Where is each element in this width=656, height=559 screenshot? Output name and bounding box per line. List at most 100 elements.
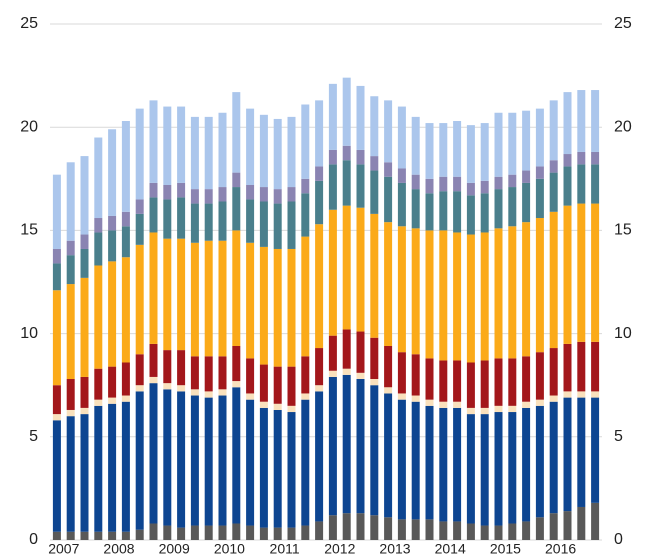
bar-segment bbox=[384, 393, 393, 518]
bar-segment bbox=[163, 383, 172, 390]
bar-segment bbox=[287, 527, 296, 540]
bar-segment bbox=[149, 182, 158, 198]
bar-segment bbox=[94, 218, 103, 233]
bar-segment bbox=[149, 383, 158, 524]
bar-segment bbox=[453, 232, 462, 361]
bar-segment bbox=[397, 519, 406, 540]
x-tick-label: 2012 bbox=[324, 541, 355, 557]
bar-segment bbox=[453, 407, 462, 522]
bar-segment bbox=[342, 513, 351, 540]
bar-segment bbox=[80, 248, 89, 278]
bar-segment bbox=[397, 352, 406, 394]
bar-segment bbox=[94, 137, 103, 219]
bar-segment bbox=[522, 170, 531, 183]
bar-segment bbox=[232, 92, 241, 173]
bar-segment bbox=[535, 399, 544, 406]
bar-segment bbox=[246, 242, 255, 359]
bar-segment bbox=[577, 203, 586, 342]
y-tick-label: 5 bbox=[29, 428, 38, 445]
bar-segment bbox=[535, 517, 544, 540]
bar-segment bbox=[190, 395, 199, 526]
y-tick-label: 20 bbox=[20, 118, 38, 135]
bar-segment bbox=[508, 187, 517, 227]
bar-segment bbox=[466, 523, 475, 540]
bar-segment bbox=[94, 399, 103, 406]
bar-segment bbox=[135, 354, 144, 386]
bar-segment bbox=[149, 197, 158, 233]
bar-segment bbox=[149, 376, 158, 384]
x-tick-label: 2016 bbox=[545, 541, 576, 557]
bar-segment bbox=[425, 123, 434, 179]
bar-segment bbox=[384, 162, 393, 177]
bar-segment bbox=[259, 187, 268, 202]
bar-segment bbox=[177, 350, 186, 386]
bar-segment bbox=[591, 151, 600, 165]
bar-segment bbox=[66, 409, 75, 417]
bar-segment bbox=[397, 226, 406, 353]
bar-segment bbox=[577, 90, 586, 152]
bar-segment bbox=[163, 184, 172, 200]
bar-segment bbox=[149, 100, 158, 183]
bar-segment bbox=[315, 180, 324, 225]
bar-segment bbox=[232, 345, 241, 382]
bar-segment bbox=[370, 96, 379, 157]
bar-segment bbox=[121, 395, 130, 402]
bar-segment bbox=[121, 257, 130, 363]
bar-segment bbox=[494, 525, 503, 540]
bar-segment bbox=[535, 178, 544, 219]
bar-segment bbox=[535, 352, 544, 400]
bar-segment bbox=[577, 151, 586, 165]
bar-segment bbox=[80, 156, 89, 235]
bar-segment bbox=[232, 523, 241, 540]
bar-segment bbox=[439, 191, 448, 231]
y-tick-label: 25 bbox=[20, 15, 38, 32]
bar-segment bbox=[549, 513, 558, 540]
bar-segment bbox=[259, 246, 268, 365]
bar-segment bbox=[315, 385, 324, 392]
bar-segment bbox=[508, 523, 517, 540]
bar-segment bbox=[232, 230, 241, 346]
bar-segment bbox=[522, 521, 531, 540]
bar-segment bbox=[535, 405, 544, 518]
bar-segment bbox=[108, 129, 117, 216]
bar-segment bbox=[508, 174, 517, 188]
bar-segment bbox=[466, 414, 475, 524]
bar-segment bbox=[94, 232, 103, 266]
bar-segment bbox=[453, 521, 462, 540]
bar-segment bbox=[577, 341, 586, 392]
bar-segment bbox=[563, 205, 572, 344]
bar-segment bbox=[66, 240, 75, 256]
bar-segment bbox=[384, 100, 393, 163]
bar-segment bbox=[246, 525, 255, 540]
bar-segment bbox=[411, 395, 420, 402]
bar-segment bbox=[232, 187, 241, 231]
bar-segment bbox=[246, 199, 255, 243]
bar-segment bbox=[480, 414, 489, 526]
bar-segment bbox=[397, 168, 406, 183]
bar-segment bbox=[259, 201, 268, 247]
bar-segment bbox=[522, 110, 531, 171]
bar-segment bbox=[94, 531, 103, 540]
bar-segment bbox=[301, 193, 310, 237]
bar-segment bbox=[315, 391, 324, 522]
bar-segment bbox=[563, 154, 572, 167]
bar-segment bbox=[218, 525, 227, 540]
bar-segment bbox=[301, 178, 310, 194]
bar-segment bbox=[301, 393, 310, 400]
bar-segment bbox=[384, 387, 393, 394]
bar-segment bbox=[273, 203, 282, 249]
bar-segment bbox=[204, 203, 213, 241]
bar-segment bbox=[508, 226, 517, 359]
x-tick-label: 2007 bbox=[48, 541, 79, 557]
bar-segment bbox=[549, 211, 558, 349]
bar-segment bbox=[342, 77, 351, 146]
bar-segment bbox=[328, 164, 337, 210]
bar-segment bbox=[356, 164, 365, 208]
bar-segment bbox=[52, 414, 61, 421]
bar-segment bbox=[301, 104, 310, 179]
bar-segment bbox=[522, 356, 531, 402]
bar-segment bbox=[591, 391, 600, 398]
bar-segment bbox=[301, 236, 310, 357]
bar-segment bbox=[52, 248, 61, 264]
bar-segment bbox=[411, 228, 420, 355]
